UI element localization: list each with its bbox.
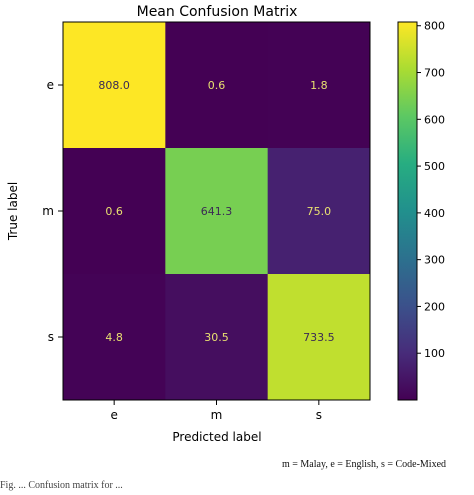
heatmap-cell xyxy=(63,22,166,149)
y-axis-label: True label xyxy=(6,182,20,241)
heatmap-cell xyxy=(267,148,371,275)
cell-value-label: 75.0 xyxy=(307,205,332,218)
y-tick-label: e xyxy=(47,78,54,92)
colorbar-tick-label: 700 xyxy=(424,67,445,80)
figure-caption: m = Malay, e = English, s = Code-Mixed xyxy=(282,459,447,470)
y-axis-ticks: e m s xyxy=(42,78,63,344)
colorbar-tick-label: 300 xyxy=(424,254,445,267)
heatmap-cell xyxy=(267,22,371,149)
y-tick-label: s xyxy=(48,330,54,344)
colorbar-tick-label: 400 xyxy=(424,207,445,220)
figure-note: Fig. ... Confusion matrix for ... xyxy=(0,480,123,491)
colorbar-tick-label: 500 xyxy=(424,160,445,173)
colorbar-ticks: 100 200 300 400 500 600 700 800 xyxy=(417,20,445,360)
chart-title: Mean Confusion Matrix xyxy=(137,4,298,20)
y-tick-label: m xyxy=(42,204,54,218)
colorbar xyxy=(397,21,418,401)
heatmap-cell xyxy=(165,274,269,401)
colorbar-tick-label: 600 xyxy=(424,113,445,126)
cell-value-label: 30.5 xyxy=(204,331,229,344)
heatmap-cell-labels: 808.0 0.6 1.8 0.6 641.3 75.0 4.8 30.5 733.5 xyxy=(98,79,334,344)
x-axis-label: Predicted label xyxy=(172,430,261,444)
cell-value-label: 641.3 xyxy=(201,205,233,218)
cell-value-label: 733.5 xyxy=(303,331,335,344)
heatmap-cell xyxy=(63,274,166,401)
x-tick-label: s xyxy=(316,408,322,422)
heatmap-cells xyxy=(63,22,371,401)
colorbar-tick-label: 100 xyxy=(424,347,445,360)
cell-value-label: 808.0 xyxy=(98,79,130,92)
cell-value-label: 4.8 xyxy=(105,331,123,344)
heatmap-cell xyxy=(267,274,371,401)
cell-value-label: 0.6 xyxy=(105,205,123,218)
heatmap-cell xyxy=(63,148,166,275)
heatmap-cell xyxy=(165,22,269,149)
heatmap-cell xyxy=(165,148,269,275)
x-tick-label: m xyxy=(211,408,223,422)
cell-value-label: 0.6 xyxy=(208,79,226,92)
cell-value-label: 1.8 xyxy=(310,79,328,92)
colorbar-tick-label: 800 xyxy=(424,20,445,33)
colorbar-tick-label: 200 xyxy=(424,300,445,313)
x-tick-label: e xyxy=(110,408,117,422)
